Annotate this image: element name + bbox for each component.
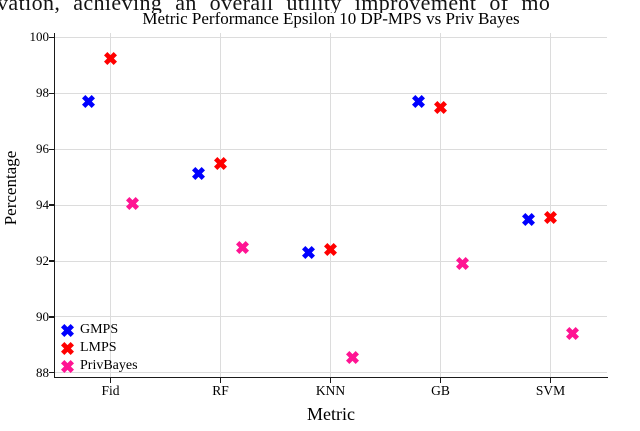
x-marker-icon (302, 246, 315, 260)
y-tick-label: 90 (36, 308, 49, 324)
legend-item-LMPS: LMPS (61, 339, 138, 357)
chart-title: Metric Performance Epsilon 10 DP-MPS vs … (142, 9, 520, 28)
plot-area: GMPS LMPS PrivBayes (55, 33, 607, 377)
data-point-LMPS-RF (214, 156, 227, 175)
x-tick (329, 378, 332, 383)
data-point-GMPS-Fid (82, 95, 95, 113)
x-marker-icon (566, 327, 579, 341)
y-axis-spine (54, 33, 56, 378)
gridline-h (55, 316, 607, 318)
x-axis-spine (54, 377, 608, 379)
x-marker-icon (61, 341, 74, 355)
x-marker-icon (61, 323, 74, 337)
data-point-PrivBayes-GB (456, 257, 469, 275)
x-tick (549, 378, 552, 383)
data-point-PrivBayes-RF (236, 240, 249, 259)
y-tick-label: 88 (36, 364, 49, 380)
x-marker-icon (214, 156, 227, 170)
x-marker-icon (61, 359, 74, 373)
y-tick (49, 92, 54, 94)
x-marker-icon (434, 100, 447, 114)
gridline-v (110, 33, 111, 377)
y-tick-label: 98 (36, 85, 49, 101)
gridline-h (55, 372, 607, 374)
y-tick-label: 92 (36, 253, 49, 269)
data-point-PrivBayes-KNN (346, 350, 359, 369)
legend: GMPS LMPS PrivBayes (61, 321, 138, 375)
data-point-LMPS-KNN (324, 243, 337, 261)
x-marker-icon (82, 95, 95, 109)
x-tick-label: Fid (101, 383, 120, 398)
x-marker-icon (412, 95, 425, 109)
x-marker-icon (192, 166, 205, 180)
gridline-v (440, 33, 441, 377)
legend-item-PrivBayes: PrivBayes (61, 357, 138, 375)
y-tick (49, 204, 54, 206)
data-point-GMPS-KNN (302, 246, 315, 264)
x-tick-label: KNN (315, 383, 346, 398)
cropped-text-line: vation, achieving an overall utility imp… (0, 0, 640, 13)
y-axis-title: Percentage (1, 150, 20, 226)
gridline-h (55, 148, 607, 150)
x-marker-icon (346, 350, 359, 364)
y-tick (49, 316, 54, 318)
data-point-LMPS-GB (434, 100, 447, 119)
y-tick-label: 94 (36, 197, 49, 213)
x-tick (219, 378, 222, 383)
x-marker-icon (104, 51, 117, 65)
legend-label: LMPS (80, 340, 117, 355)
data-point-GMPS-GB (412, 95, 425, 113)
data-point-GMPS-SVM (522, 212, 535, 231)
x-marker-icon (236, 240, 249, 254)
gridline-v (330, 33, 331, 377)
x-marker-icon (544, 211, 557, 225)
y-tick-label: 96 (36, 141, 49, 157)
legend-item-GMPS: GMPS (61, 321, 138, 339)
x-tick-label: GB (431, 383, 450, 398)
y-tick (49, 372, 54, 374)
gridline-h (55, 260, 607, 262)
data-point-GMPS-RF (192, 166, 205, 185)
x-axis-title: Metric (307, 404, 355, 424)
data-point-LMPS-SVM (544, 211, 557, 229)
x-marker-icon (456, 257, 469, 271)
x-tick-label: SVM (535, 383, 566, 398)
y-tick (49, 148, 54, 150)
data-point-PrivBayes-SVM (566, 327, 579, 345)
x-marker-icon (324, 243, 337, 257)
legend-label: GMPS (80, 322, 119, 337)
gridline-v (220, 33, 221, 377)
x-tick (109, 378, 112, 383)
x-tick-label: RF (212, 383, 229, 398)
x-tick (439, 378, 442, 383)
legend-label: PrivBayes (80, 358, 138, 373)
cropped-text: vation, achieving an overall utility imp… (0, 0, 551, 13)
y-tick (49, 36, 54, 39)
gridline-h (55, 92, 607, 94)
y-tick-label: 100 (29, 29, 50, 45)
data-point-LMPS-Fid (104, 51, 117, 70)
x-marker-icon (126, 197, 139, 211)
x-marker-icon (522, 212, 535, 226)
gridline-v (550, 33, 551, 377)
gridline-h (55, 204, 607, 206)
gridline-h (55, 36, 607, 38)
y-tick (49, 260, 54, 262)
data-point-PrivBayes-Fid (126, 197, 139, 215)
